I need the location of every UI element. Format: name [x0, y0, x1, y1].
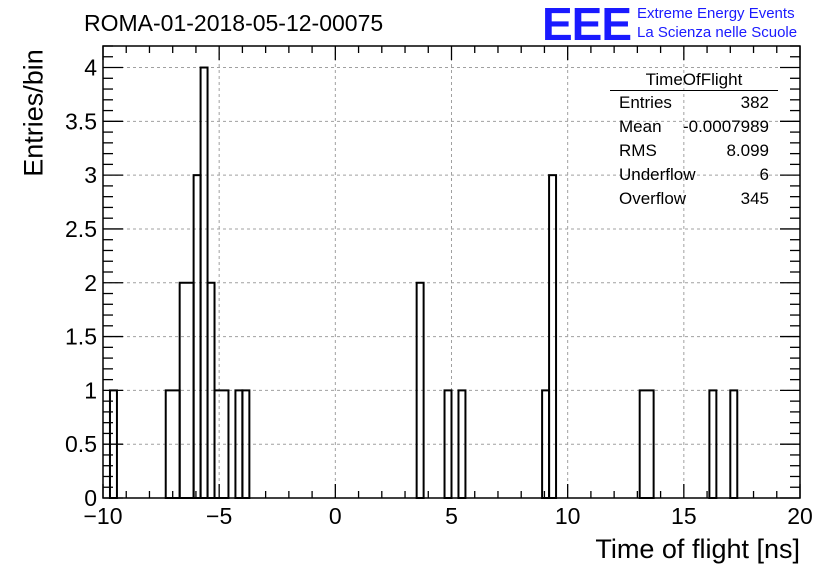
y-tick-label: 0	[84, 485, 97, 511]
stat-row-underflow: Underflow 6	[610, 163, 778, 187]
stat-value: 8.099	[726, 141, 769, 160]
y-axis-label: Entries/bin	[18, 49, 49, 177]
eee-logo: EEE	[542, 0, 632, 50]
y-tick-label: 2.5	[65, 216, 97, 242]
x-tick-label: 15	[671, 503, 697, 529]
x-axis-label: Time of flight [ns]	[595, 534, 800, 564]
x-tick-label: 20	[787, 503, 813, 529]
stat-value: 382	[740, 93, 769, 112]
stats-box: TimeOfFlight Entries 382 Mean -0.0007989…	[610, 69, 778, 211]
tick-labels: −10 −5 0 5 10 15 20 0 0.5 1 1.5 2 2.5 3 3.5 4	[65, 55, 813, 529]
stat-row-mean: Mean -0.0007989	[610, 115, 778, 139]
stats-title: TimeOfFlight	[610, 69, 778, 91]
axis-ticks	[102, 45, 801, 499]
x-tick-label: 10	[555, 503, 581, 529]
x-tick-label: −5	[206, 503, 232, 529]
y-tick-label: 3	[84, 162, 97, 188]
stat-key: RMS	[619, 141, 657, 160]
y-tick-label: 0.5	[65, 431, 97, 457]
stat-row-overflow: Overflow 345	[610, 187, 778, 211]
y-tick-label: 2	[84, 270, 97, 296]
stat-key: Overflow	[619, 189, 687, 208]
logo-line-2: La Scienza nelle Scuole	[637, 24, 798, 41]
stat-key: Entries	[619, 93, 672, 112]
histogram-bin	[213, 389, 230, 499]
stat-row-entries: Entries 382	[610, 91, 778, 115]
stat-value: -0.0007989	[682, 117, 769, 136]
x-tick-label: −10	[83, 503, 122, 529]
stat-key: Underflow	[619, 165, 696, 184]
x-tick-label: 0	[329, 503, 342, 529]
stat-key: Mean	[619, 117, 662, 136]
y-tick-label: 4	[84, 55, 97, 81]
stat-row-rms: RMS 8.099	[610, 139, 778, 163]
y-tick-label: 3.5	[65, 108, 97, 134]
stat-value: 345	[740, 189, 769, 208]
page-title: ROMA-01-2018-05-12-00075	[84, 10, 384, 36]
y-tick-label: 1.5	[65, 324, 97, 350]
y-tick-label: 1	[84, 377, 97, 403]
x-tick-label: 5	[445, 503, 458, 529]
histogram-bins	[108, 66, 739, 500]
stat-value: 6	[759, 165, 769, 184]
logo-line-1: Extreme Energy Events	[637, 5, 795, 22]
